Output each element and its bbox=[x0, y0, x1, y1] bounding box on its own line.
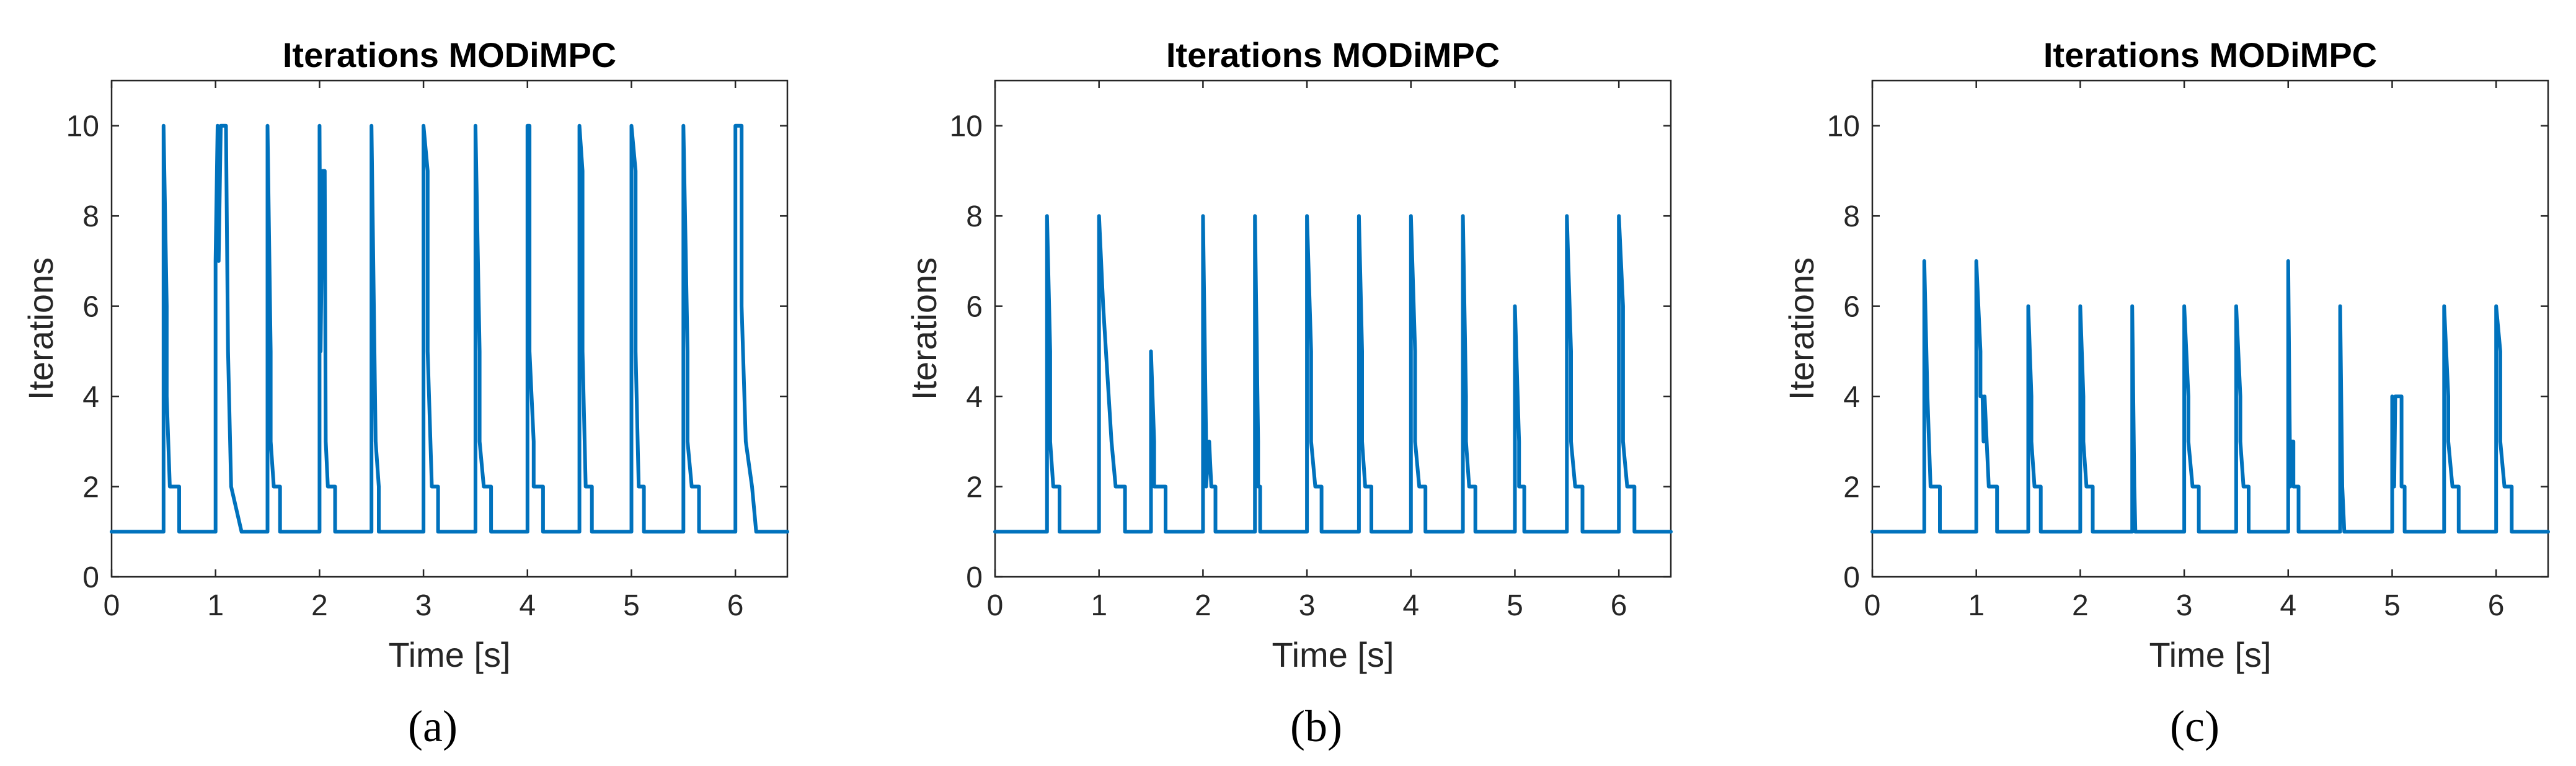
chart-title: Iterations MODiMPC bbox=[1166, 35, 1500, 74]
x-tick-label: 2 bbox=[311, 589, 328, 622]
y-tick-label: 4 bbox=[82, 381, 99, 414]
chart-panel-b: 0 1 2 3 4 5 6 0 2 4 6 8 10 Iterations MODiMPC Time [s]… bbox=[905, 35, 1673, 751]
x-tick-label: 6 bbox=[1611, 589, 1627, 622]
x-tick-label: 1 bbox=[207, 589, 224, 622]
series-line-iterations bbox=[993, 214, 1673, 534]
y-tick-label: 10 bbox=[950, 110, 983, 143]
chart-title: Iterations MODiMPC bbox=[2043, 35, 2377, 74]
y-tick-label: 6 bbox=[1843, 291, 1860, 324]
y-tick-label: 4 bbox=[966, 381, 983, 414]
panel-caption: (b) bbox=[1290, 701, 1342, 751]
plot-frame bbox=[1871, 79, 2549, 578]
panel-caption: (c) bbox=[2170, 701, 2220, 751]
x-tick-label: 4 bbox=[519, 589, 536, 622]
x-tick-label: 4 bbox=[2280, 589, 2296, 622]
chart-title: Iterations MODiMPC bbox=[283, 35, 616, 74]
x-tick-label: 2 bbox=[2072, 589, 2089, 622]
y-axis-label: Iterations bbox=[1782, 257, 1821, 400]
x-tick-label: 3 bbox=[415, 589, 432, 622]
x-tick-label: 5 bbox=[2384, 589, 2401, 622]
plot-frame bbox=[994, 79, 1672, 578]
x-tick-label: 6 bbox=[727, 589, 744, 622]
chart-panel-a: 0 1 2 3 4 5 6 0 2 4 6 8 10 Iterations MODiMPC Time [s]… bbox=[21, 35, 789, 751]
x-tick-label: 3 bbox=[1299, 589, 1316, 622]
x-axis-label: Time [s] bbox=[2149, 635, 2271, 674]
y-tick-label: 2 bbox=[82, 471, 99, 504]
series-line-iterations bbox=[110, 123, 789, 534]
x-tick-label: 1 bbox=[1091, 589, 1107, 622]
series-line-iterations bbox=[1870, 259, 2550, 534]
y-tick-label: 8 bbox=[82, 200, 99, 233]
y-axis-label: Iterations bbox=[21, 257, 60, 400]
y-tick-label: 8 bbox=[1843, 200, 1860, 233]
x-tick-label: 0 bbox=[104, 589, 120, 622]
x-tick-label: 2 bbox=[1195, 589, 1211, 622]
panel-caption: (a) bbox=[408, 701, 458, 751]
y-tick-label: 0 bbox=[1843, 561, 1860, 594]
x-tick-label: 4 bbox=[1402, 589, 1419, 622]
y-tick-label: 10 bbox=[66, 110, 99, 143]
chart-panel-c: 0 1 2 3 4 5 6 0 2 4 6 8 10 Iterations MODiMPC Time [s]… bbox=[1782, 35, 2550, 751]
x-tick-label: 0 bbox=[987, 589, 1004, 622]
x-tick-label: 3 bbox=[2176, 589, 2193, 622]
y-tick-label: 0 bbox=[82, 561, 99, 594]
x-tick-label: 6 bbox=[2488, 589, 2505, 622]
x-axis-label: Time [s] bbox=[388, 635, 510, 674]
y-tick-label: 6 bbox=[82, 291, 99, 324]
x-tick-label: 5 bbox=[1507, 589, 1523, 622]
y-tick-label: 4 bbox=[1843, 381, 1860, 414]
y-tick-label: 6 bbox=[966, 291, 983, 324]
x-tick-label: 5 bbox=[623, 589, 640, 622]
plot-frame bbox=[110, 79, 789, 578]
x-tick-label: 0 bbox=[1864, 589, 1881, 622]
y-tick-label: 2 bbox=[1843, 471, 1860, 504]
y-tick-label: 10 bbox=[1827, 110, 1860, 143]
x-axis-label: Time [s] bbox=[1272, 635, 1394, 674]
y-axis-label: Iterations bbox=[905, 257, 944, 400]
x-tick-label: 1 bbox=[1968, 589, 1985, 622]
y-tick-label: 2 bbox=[966, 471, 983, 504]
y-tick-label: 0 bbox=[966, 561, 983, 594]
y-tick-label: 8 bbox=[966, 200, 983, 233]
